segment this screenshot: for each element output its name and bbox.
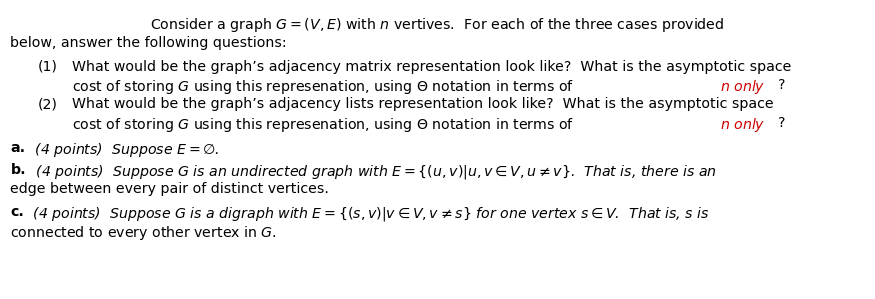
Text: $n$ only: $n$ only: [719, 78, 765, 96]
Text: (4 points)  Suppose $G$ is an undirected graph with $E = \{(u, v)|u, v \in V, u : (4 points) Suppose $G$ is an undirected …: [31, 163, 717, 181]
Text: (4 points)  Suppose $E = \emptyset$.: (4 points) Suppose $E = \emptyset$.: [30, 141, 220, 159]
Text: b.: b.: [10, 163, 26, 177]
Text: c.: c.: [10, 205, 24, 219]
Text: Consider a graph $G = (V, E)$ with $n$ vertives.  For each of the three cases pr: Consider a graph $G = (V, E)$ with $n$ v…: [150, 16, 724, 34]
Text: (4 points)  Suppose $G$ is a digraph with $E = \{(s, v)|v \in V, v \neq s\}$ for: (4 points) Suppose $G$ is a digraph with…: [28, 205, 710, 222]
Text: (1): (1): [38, 60, 58, 74]
Text: (2): (2): [38, 97, 58, 112]
Text: below, answer the following questions:: below, answer the following questions:: [10, 36, 287, 51]
Text: What would be the graph’s adjacency matrix representation look like?  What is th: What would be the graph’s adjacency matr…: [72, 60, 791, 74]
Text: cost of storing $G$ using this represenation, using $\Theta$ notation in terms o: cost of storing $G$ using this represena…: [72, 116, 574, 134]
Text: a.: a.: [10, 141, 25, 155]
Text: ?: ?: [779, 78, 786, 92]
Text: cost of storing $G$ using this represenation, using $\Theta$ notation in terms o: cost of storing $G$ using this represena…: [72, 78, 574, 96]
Text: ?: ?: [779, 116, 786, 130]
Text: What would be the graph’s adjacency lists representation look like?  What is the: What would be the graph’s adjacency list…: [72, 97, 774, 112]
Text: $n$ only: $n$ only: [719, 116, 765, 134]
Text: connected to every other vertex in $G$.: connected to every other vertex in $G$.: [10, 224, 277, 242]
Text: edge between every pair of distinct vertices.: edge between every pair of distinct vert…: [10, 182, 329, 196]
